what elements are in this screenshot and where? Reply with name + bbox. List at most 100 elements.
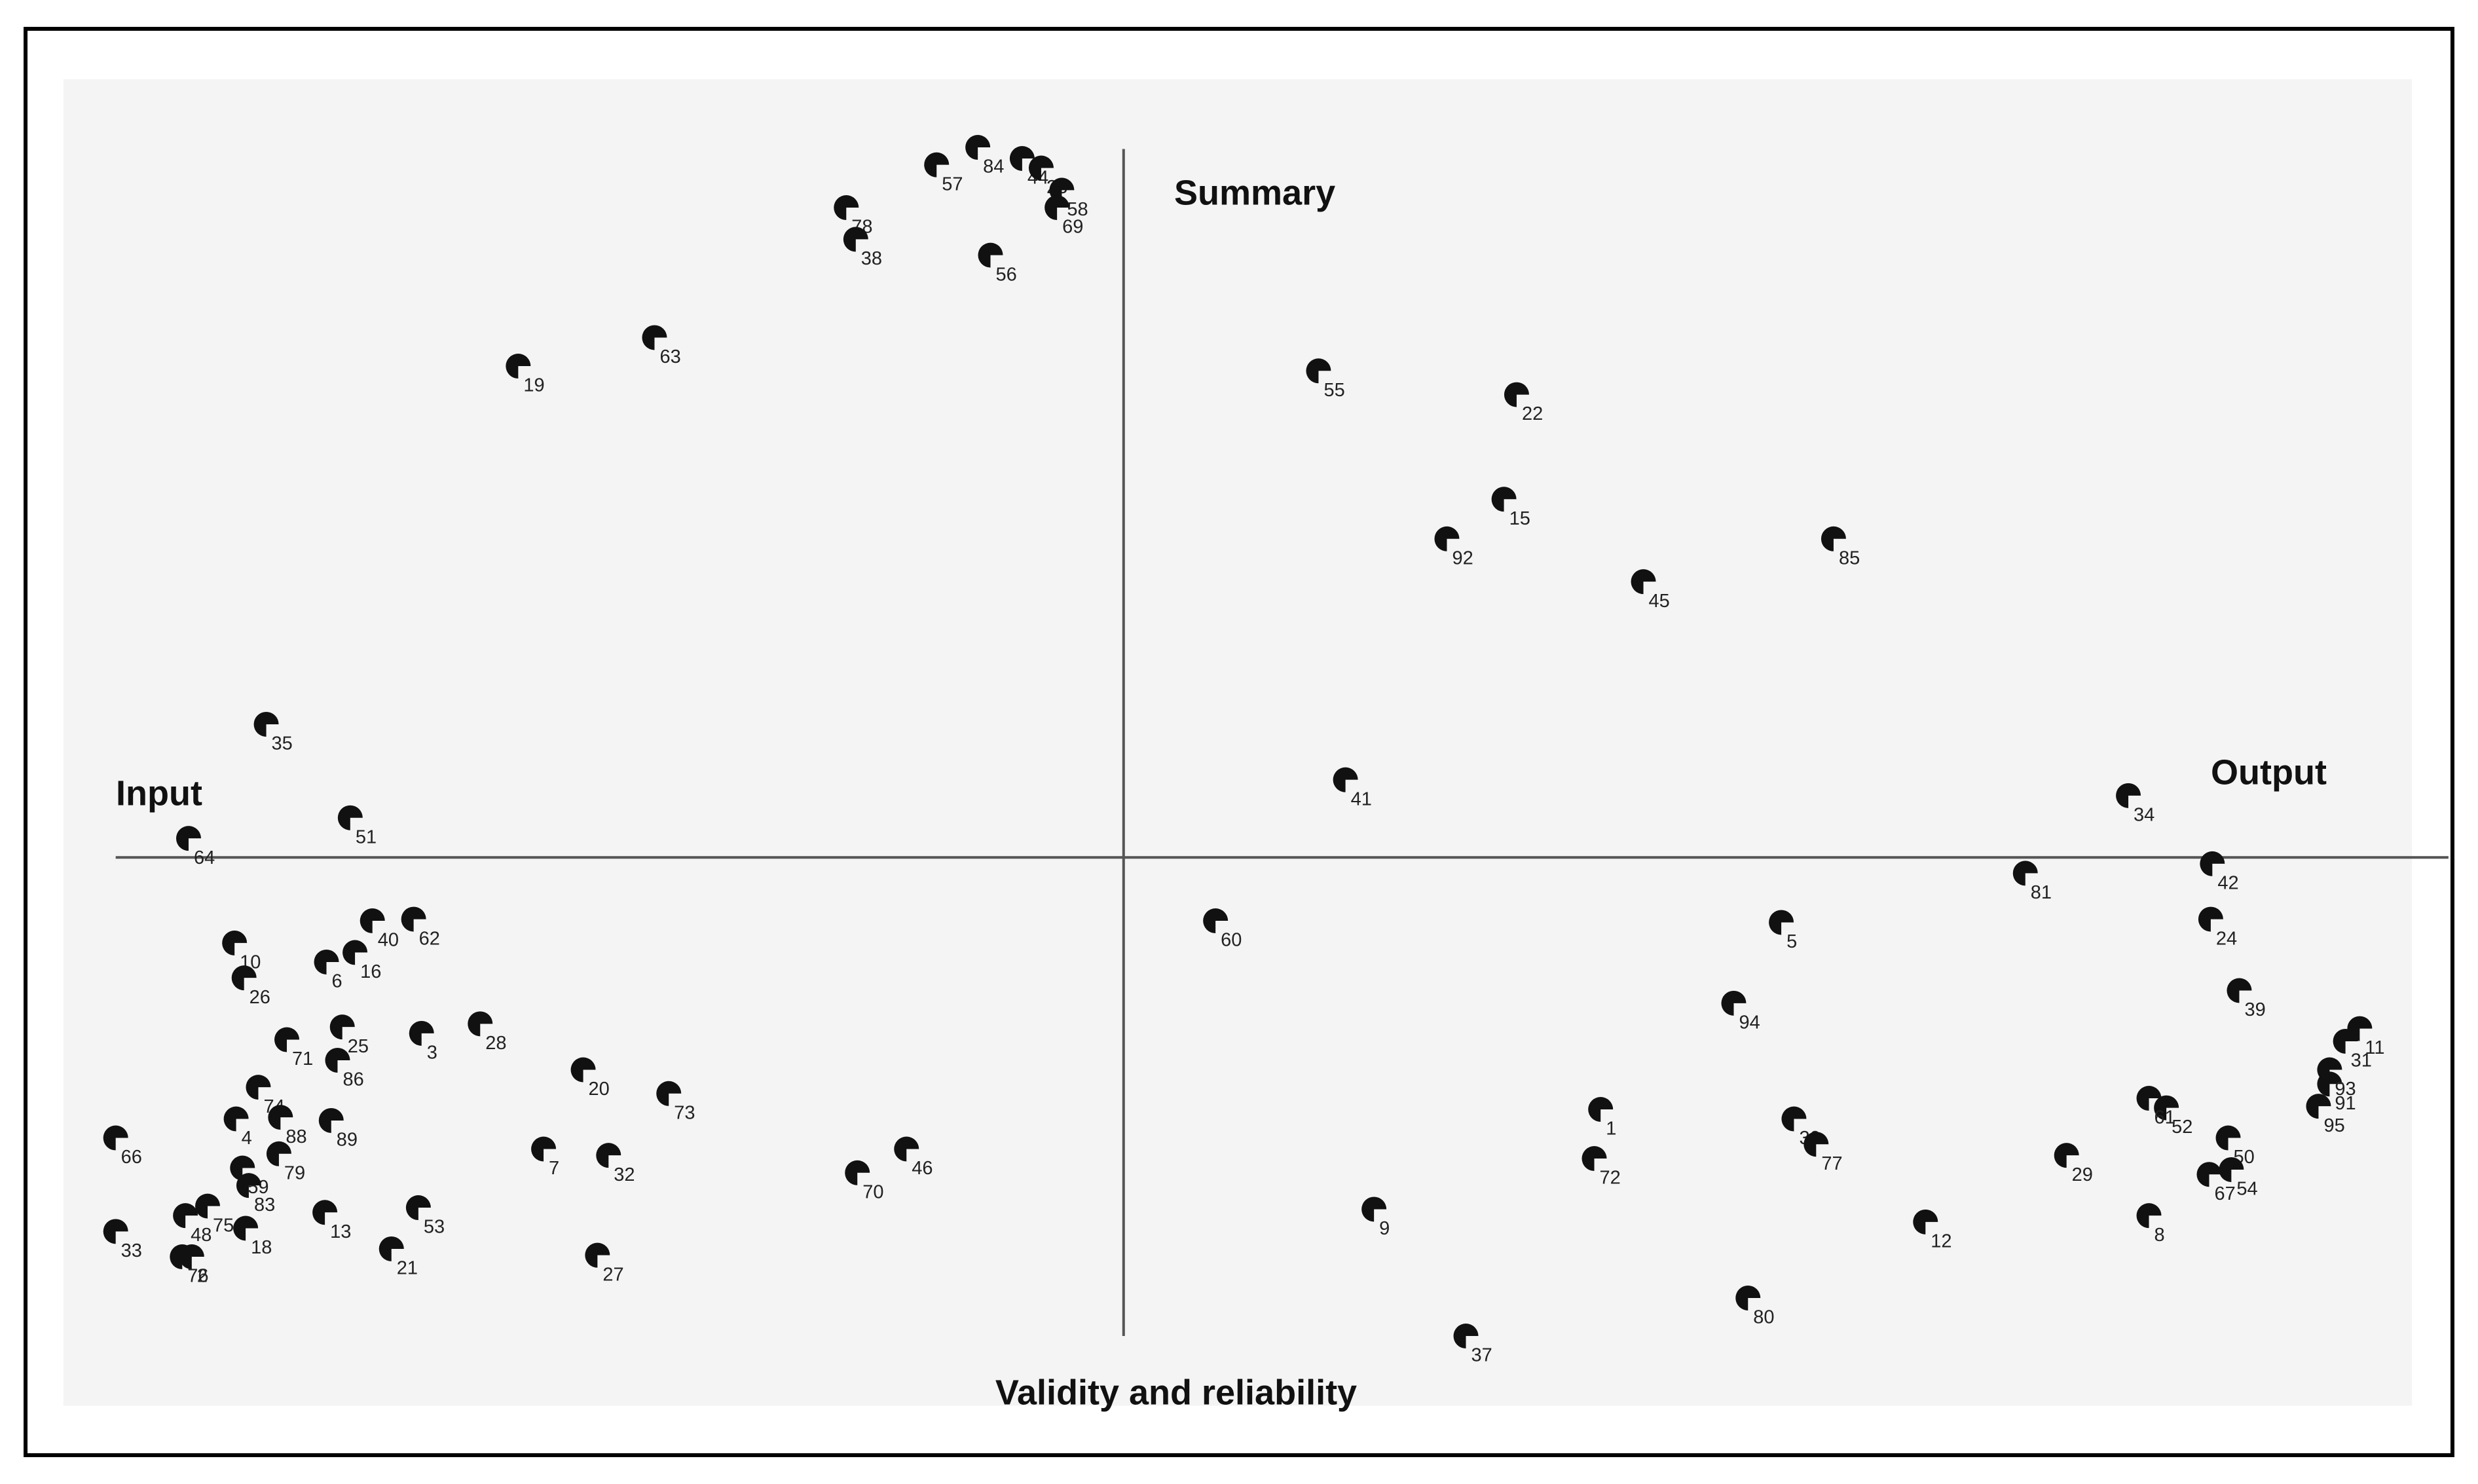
point [253, 711, 279, 737]
point-label: 76 [187, 1266, 208, 1287]
point-label: 34 [2134, 804, 2154, 825]
point-label: 81 [2031, 882, 2052, 903]
point [531, 1136, 557, 1162]
point [1045, 195, 1070, 221]
point [103, 1219, 128, 1244]
point-label: 33 [121, 1240, 142, 1261]
point [2215, 1125, 2241, 1151]
point-label: 53 [424, 1217, 445, 1238]
point-label: 31 [2351, 1050, 2372, 1071]
point [195, 1193, 221, 1219]
point-label: 71 [292, 1048, 313, 1069]
point [314, 949, 339, 974]
point-label: 9 [1379, 1218, 1390, 1239]
point-label: 12 [1931, 1231, 1951, 1252]
point [401, 906, 426, 932]
point [274, 1027, 300, 1052]
point-label: 19 [523, 375, 544, 396]
point [2317, 1057, 2342, 1083]
point [1581, 1146, 1607, 1172]
point-label: 85 [1839, 547, 1860, 568]
point-label: 60 [1221, 930, 1242, 951]
point [329, 1014, 355, 1040]
point-label: 1 [1606, 1119, 1616, 1140]
point-label: 2 [197, 1266, 208, 1287]
point [266, 1141, 291, 1166]
point [1203, 908, 1229, 934]
point [1453, 1324, 1479, 1349]
point-label: 91 [2335, 1093, 2356, 1114]
point-label: 5 [1786, 931, 1797, 952]
point [2347, 1016, 2373, 1041]
point [585, 1242, 610, 1268]
point-label: 15 [1509, 508, 1530, 529]
point-label: 64 [194, 847, 215, 868]
point [2227, 978, 2252, 1003]
point [233, 1215, 259, 1241]
point [2196, 1162, 2222, 1187]
point-label: 29 [2072, 1164, 2093, 1185]
point [978, 242, 1003, 268]
point-label: 52 [2172, 1117, 2192, 1138]
point [656, 1081, 682, 1106]
point [342, 940, 368, 965]
point-label: 21 [397, 1258, 418, 1279]
point-label: 35 [272, 733, 293, 754]
point [2200, 851, 2225, 876]
point-label: 41 [1351, 788, 1372, 809]
point-label: 38 [861, 248, 882, 269]
point-label: 61 [2154, 1107, 2175, 1128]
left-label: Input [116, 773, 202, 813]
point-label: 86 [342, 1069, 363, 1090]
point-label: 28 [485, 1033, 506, 1054]
point [223, 1106, 249, 1132]
point [1769, 910, 1794, 935]
point [236, 1173, 261, 1198]
point [1803, 1132, 1829, 1157]
point-label: 37 [1471, 1345, 1492, 1366]
point [1735, 1285, 1761, 1310]
point [1306, 358, 1331, 384]
point-label: 83 [254, 1195, 275, 1215]
point-label: 58 [1067, 199, 1088, 220]
point-label: 39 [2244, 999, 2265, 1020]
point-label: 22 [1522, 403, 1543, 424]
point [642, 325, 667, 350]
point-label: 20 [589, 1079, 610, 1100]
point [1028, 155, 1054, 181]
point [2306, 1094, 2331, 1119]
point-label: 24 [2216, 928, 2237, 949]
point [1434, 526, 1460, 551]
point [1009, 146, 1035, 171]
point-label: 13 [330, 1221, 351, 1242]
point-label: 7 [549, 1158, 559, 1179]
point-label: 46 [912, 1158, 933, 1179]
point [596, 1143, 621, 1168]
point-label: 88 [286, 1126, 306, 1147]
point-label: 55 [1323, 380, 1344, 401]
point [231, 965, 257, 991]
point [230, 1155, 255, 1181]
point [1631, 569, 1656, 595]
point-label: 80 [1753, 1307, 1774, 1328]
point-label: 3 [427, 1042, 437, 1063]
point [924, 152, 950, 177]
point-label: 45 [1649, 591, 1670, 612]
point [2012, 861, 2038, 886]
plot-background [63, 79, 2413, 1406]
point-label: 77 [1821, 1153, 1842, 1174]
point-label: 95 [2323, 1115, 2344, 1136]
point-label: 54 [2236, 1179, 2257, 1200]
point [1781, 1106, 1807, 1132]
point-label: 25 [348, 1036, 369, 1057]
point-label: 40 [378, 930, 399, 951]
point [337, 805, 363, 830]
point [409, 1020, 434, 1046]
point [2136, 1086, 2162, 1111]
point [2054, 1143, 2079, 1168]
point-label: 56 [996, 264, 1017, 285]
point [176, 826, 201, 851]
point [834, 195, 859, 221]
point [325, 1047, 350, 1073]
point-label: 4 [242, 1128, 252, 1149]
